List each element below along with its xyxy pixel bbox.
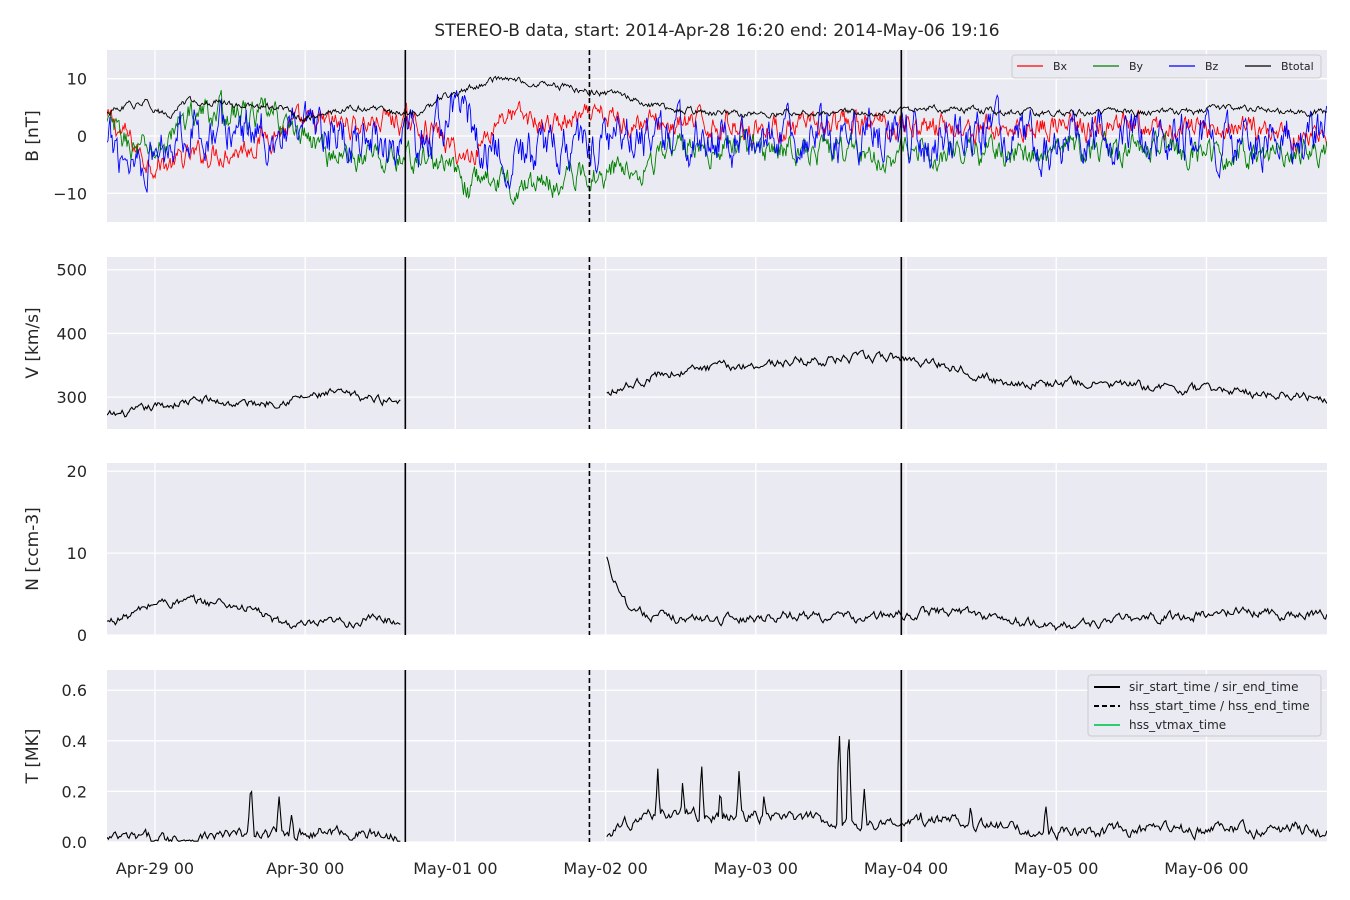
y-tick-label: 0.2 [62,782,87,801]
legend-label: hss_vtmax_time [1129,718,1226,732]
x-tick-label: May-06 00 [1164,859,1248,878]
y-tick-label: −10 [53,184,87,203]
y-tick-label: 0.0 [62,833,87,852]
x-tick-label: May-03 00 [714,859,798,878]
x-tick-label: May-02 00 [563,859,647,878]
y-axis-label: T [MK] [23,729,43,785]
y-tick-label: 0 [77,626,87,645]
series-line-bx [107,100,1327,180]
legend-label: Bx [1053,60,1068,73]
y-tick-label: 0.6 [62,681,87,700]
y-axis-label: V [km/s] [23,307,43,378]
panel-3: 0 10 20 N [ccm-3] [23,462,1327,645]
x-tick-label: Apr-30 00 [266,859,344,878]
y-tick-label: 20 [67,462,87,481]
x-tick-label: May-04 00 [864,859,948,878]
legend-label: Btotal [1281,60,1314,73]
series-line-bz [107,90,1327,193]
series-line-panel3 [107,556,1327,632]
series-line-panel4 [107,735,1327,842]
legend-label: sir_start_time / sir_end_time [1129,680,1299,694]
y-tick-label: 400 [56,324,87,343]
b-legend: Bx By Bz Btotal [1011,54,1322,79]
y-tick-label: 300 [56,388,87,407]
panels-group: −10 0 10 B [nT] Bx By Bz Btotal 300 400 500 V [km/s… [23,50,1327,852]
panel-2: 300 400 500 V [km/s] [23,257,1327,429]
panel-1: −10 0 10 B [nT] Bx By Bz Btotal [23,50,1327,222]
legend-label: hss_start_time / hss_end_time [1129,699,1310,713]
x-tick-label: May-01 00 [413,859,497,878]
series-line-btotal [107,75,1327,123]
legend-label: By [1129,60,1144,73]
plot-area [107,463,1327,635]
x-axis-ticks: Apr-29 00 Apr-30 00 May-01 00 May-02 00 May-… [116,859,1249,878]
x-tick-label: Apr-29 00 [116,859,194,878]
y-tick-label: 10 [67,544,87,563]
series-line-panel2 [107,349,1327,418]
panel-4: 0.0 0.2 0.4 0.6 T [MK] sir_start_time / sir_e… [23,670,1327,852]
y-tick-label: 500 [56,261,87,280]
x-tick-label: May-05 00 [1014,859,1098,878]
legend-label: Bz [1205,60,1219,73]
y-axis-label: B [nT] [23,110,43,162]
y-tick-label: 0 [77,127,87,146]
y-tick-label: 10 [67,70,87,89]
y-axis-label: N [ccm-3] [23,507,43,591]
plot-area [107,257,1327,429]
chart-title: STEREO-B data, start: 2014-Apr-28 16:20 … [434,21,999,41]
y-tick-label: 0.4 [62,732,87,751]
event-legend: sir_start_time / sir_end_time hss_start_t… [1087,674,1322,737]
